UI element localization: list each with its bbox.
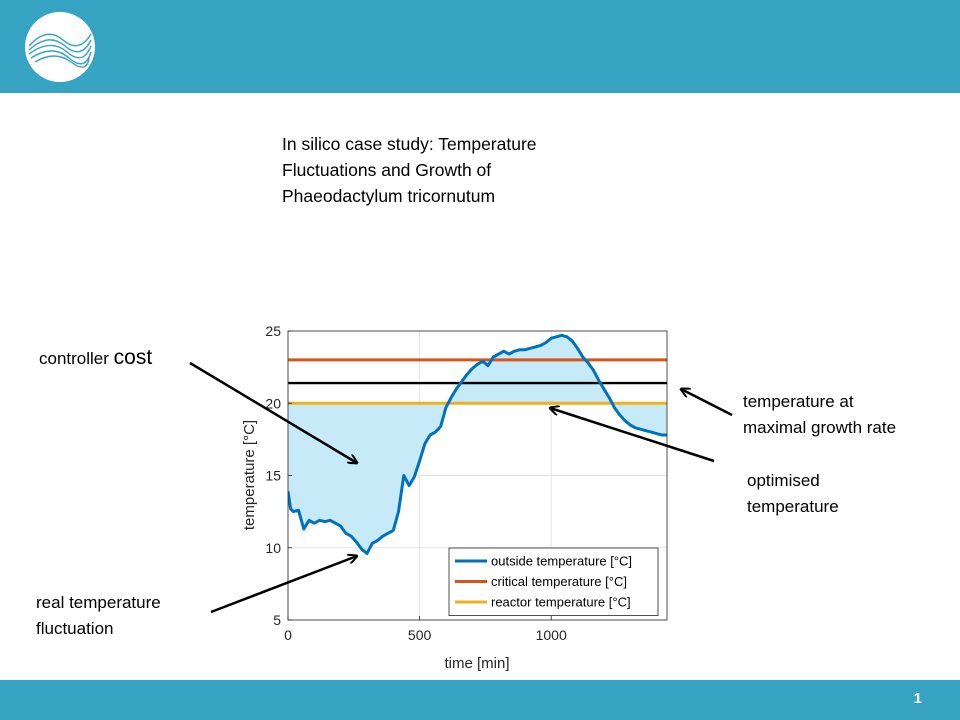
x-tick-label: 0 <box>284 627 292 643</box>
y-tick-label: 15 <box>265 468 281 484</box>
slide-title: In silico case study: Temperature Fluctu… <box>282 131 612 209</box>
title-line: Phaeodactylum tricornutum <box>282 186 496 206</box>
controller-cost-arrow <box>189 361 357 463</box>
legend-label: critical temperature [°C] <box>491 574 627 589</box>
real-fluctuation-line: fluctuation <box>36 619 114 638</box>
y-tick-label: 20 <box>265 395 281 411</box>
optimised-temperature-arrow <box>550 408 715 463</box>
x-axis-label: time [min] <box>444 655 509 672</box>
x-tick-label: 500 <box>408 627 432 643</box>
controller-cost-area <box>288 335 667 554</box>
max-growth-arrow <box>681 389 733 417</box>
controller-cost-label: controller cost <box>39 345 152 372</box>
header-bar <box>0 0 960 93</box>
wave-logo-icon <box>28 33 92 68</box>
max-growth-label: temperature at maximal growth rate <box>743 389 896 441</box>
max-growth-line: maximal growth rate <box>743 418 897 437</box>
real-fluctuation-arrow <box>210 556 357 614</box>
real-fluctuation-label: real temperature fluctuation <box>36 590 161 642</box>
title-line: Fluctuations and Growth of <box>282 160 492 180</box>
title-line: In silico case study: Temperature <box>282 134 537 154</box>
footer-bar: 1 <box>0 680 960 720</box>
max-growth-line: temperature at <box>743 392 854 411</box>
y-tick-label: 10 <box>265 540 281 556</box>
legend: outside temperature [°C] critical tempera… <box>448 547 659 616</box>
controller-cost-emph: cost <box>113 346 153 369</box>
optimised-line: optimised <box>747 471 820 490</box>
optimised-label: optimised temperature <box>747 468 839 520</box>
y-tick-label: 5 <box>273 612 281 628</box>
legend-label: reactor temperature [°C] <box>491 595 631 610</box>
page-number: 1 <box>913 690 922 707</box>
legend-label: outside temperature [°C] <box>491 554 632 569</box>
logo-icon <box>25 12 95 82</box>
x-tick-label: 1000 <box>536 627 567 643</box>
axis-ticks: 0 500 1000 5 10 15 20 25 <box>265 323 567 643</box>
real-fluctuation-line: real temperature <box>36 593 161 612</box>
y-tick-label: 25 <box>265 323 281 339</box>
controller-cost-prefix: controller <box>39 349 114 368</box>
y-axis-label: temperature [°C] <box>241 420 258 530</box>
optimised-line: temperature <box>747 497 839 516</box>
outside-temperature-line <box>288 333 667 555</box>
